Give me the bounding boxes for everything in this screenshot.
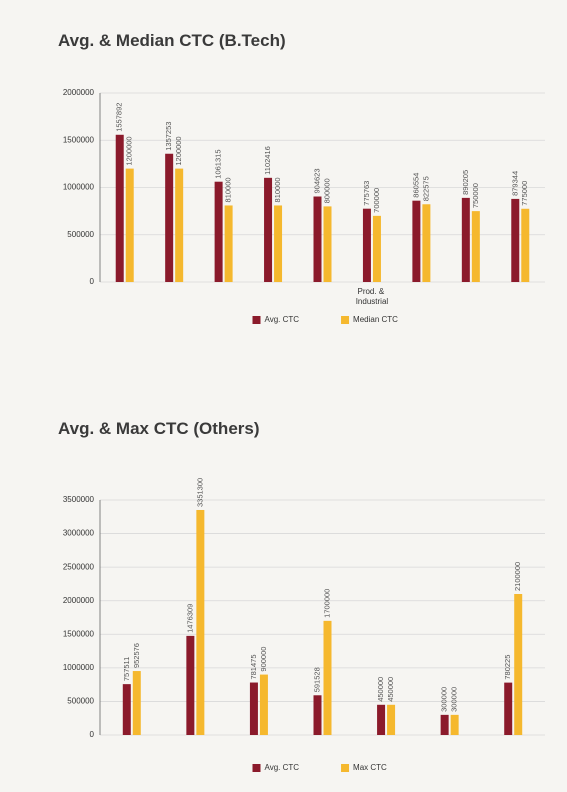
data-label: 1700000 bbox=[322, 589, 331, 618]
legend-swatch bbox=[341, 764, 350, 772]
data-label: 1557892 bbox=[115, 103, 124, 132]
bar bbox=[471, 211, 480, 282]
data-label: 900000 bbox=[259, 647, 268, 672]
data-label: 775000 bbox=[520, 181, 529, 206]
legend-swatch bbox=[252, 316, 261, 324]
data-label: 1200000 bbox=[174, 136, 183, 165]
data-label: 775763 bbox=[362, 181, 371, 206]
bar bbox=[450, 714, 459, 735]
y-tick-label: 1500000 bbox=[63, 135, 95, 144]
data-label: 750000 bbox=[471, 183, 480, 208]
data-label: 860554 bbox=[411, 173, 420, 198]
data-label: 591528 bbox=[312, 667, 321, 692]
data-label: 450000 bbox=[386, 677, 395, 702]
bar bbox=[175, 168, 184, 282]
bar bbox=[249, 682, 258, 735]
bar bbox=[377, 704, 386, 735]
data-label: 952576 bbox=[132, 643, 141, 668]
data-label: 757511 bbox=[122, 657, 131, 681]
data-label: 810000 bbox=[273, 177, 282, 202]
data-label: 879344 bbox=[510, 171, 519, 196]
y-tick-label: 2000000 bbox=[63, 596, 95, 605]
legend-label: Avg. CTC bbox=[265, 763, 300, 772]
bar bbox=[274, 205, 283, 282]
data-label: 904623 bbox=[312, 168, 321, 193]
bar bbox=[362, 208, 371, 282]
bar bbox=[186, 635, 195, 735]
data-label: 822575 bbox=[421, 176, 430, 201]
data-label: 450000 bbox=[376, 677, 385, 702]
data-label: 810000 bbox=[224, 177, 233, 202]
data-label: 1102416 bbox=[263, 146, 272, 175]
chart-title: Avg. & Median CTC (B.Tech) bbox=[58, 31, 286, 50]
x-tick-label: Prod. & Industrial bbox=[356, 287, 389, 306]
bar bbox=[196, 509, 205, 735]
legend-label: Max CTC bbox=[353, 763, 387, 772]
bar bbox=[504, 682, 513, 735]
bar bbox=[122, 684, 131, 735]
bar bbox=[323, 620, 332, 735]
y-tick-label: 500000 bbox=[67, 230, 94, 239]
bar bbox=[165, 153, 174, 282]
data-label: 1357253 bbox=[164, 122, 173, 151]
y-tick-label: 0 bbox=[90, 277, 95, 286]
bar bbox=[412, 200, 421, 282]
bar bbox=[313, 695, 322, 735]
data-label: 800000 bbox=[322, 178, 331, 203]
data-label: 781475 bbox=[249, 654, 258, 679]
bar bbox=[313, 196, 322, 282]
y-tick-label: 2000000 bbox=[63, 88, 95, 97]
bar bbox=[259, 674, 268, 735]
y-tick-label: 1000000 bbox=[63, 183, 95, 192]
y-tick-label: 2500000 bbox=[63, 562, 95, 571]
data-label: 1476309 bbox=[185, 604, 194, 633]
y-tick-label: 0 bbox=[90, 730, 95, 739]
y-tick-label: 1000000 bbox=[63, 663, 95, 672]
bar bbox=[125, 168, 134, 282]
bar bbox=[461, 197, 470, 282]
data-label: 700000 bbox=[372, 188, 381, 213]
data-label: 780225 bbox=[503, 655, 512, 680]
legend-swatch bbox=[341, 316, 350, 324]
bar bbox=[422, 204, 431, 282]
data-label: 3351300 bbox=[195, 478, 204, 507]
bar bbox=[214, 181, 223, 282]
bar bbox=[323, 206, 332, 282]
y-tick-label: 3000000 bbox=[63, 529, 95, 538]
bar bbox=[511, 198, 520, 282]
bar bbox=[440, 714, 449, 735]
data-label: 1061315 bbox=[214, 150, 223, 179]
legend-label: Avg. CTC bbox=[265, 315, 300, 324]
bar bbox=[224, 205, 233, 282]
legend-label: Median CTC bbox=[353, 315, 398, 324]
bar bbox=[372, 215, 381, 282]
data-label: 1200000 bbox=[125, 136, 134, 165]
legend-swatch bbox=[252, 764, 261, 772]
data-label: 2100000 bbox=[513, 562, 522, 591]
data-label: 890205 bbox=[461, 170, 470, 195]
bar bbox=[387, 704, 396, 735]
bar bbox=[514, 594, 523, 735]
data-label: 300000 bbox=[440, 687, 449, 712]
bar bbox=[115, 134, 124, 282]
y-tick-label: 3500000 bbox=[63, 495, 95, 504]
chart-title: Avg. & Max CTC (Others) bbox=[58, 419, 260, 438]
bar bbox=[521, 208, 530, 282]
y-tick-label: 1500000 bbox=[63, 629, 95, 638]
bar bbox=[132, 671, 141, 735]
data-label: 300000 bbox=[450, 687, 459, 712]
y-tick-label: 500000 bbox=[67, 697, 94, 706]
bar bbox=[264, 177, 273, 282]
